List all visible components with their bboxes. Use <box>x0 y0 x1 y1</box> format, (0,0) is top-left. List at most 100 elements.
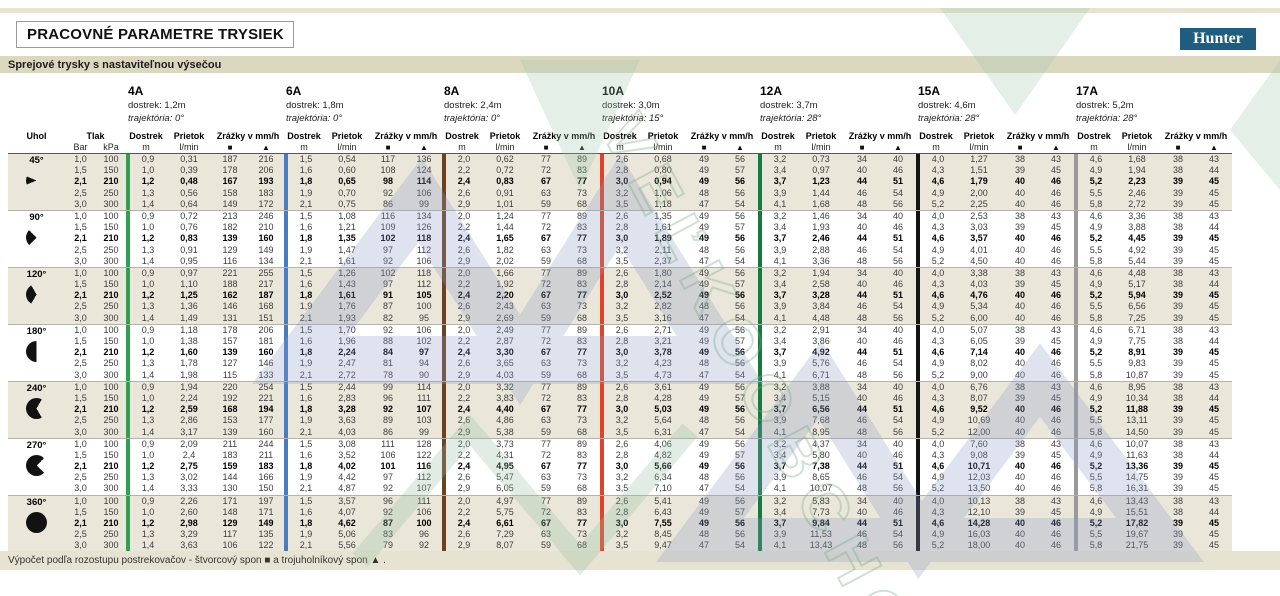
dostrek-value: 4,6 <box>916 518 956 530</box>
zrazky-triangle-value: 56 <box>892 540 903 551</box>
prietok-value: 4,01 <box>970 244 988 255</box>
prietok-value: 6,71 <box>812 369 830 380</box>
zrazky-square-value: 38 <box>1172 438 1183 449</box>
zrazky-triangle-value: 43 <box>1208 210 1219 221</box>
zrazky-square-value: 40 <box>856 506 867 517</box>
zrazky-header: Zrážky v mm/h <box>690 131 754 141</box>
prietok-value: 7,60 <box>970 438 988 449</box>
dostrek-value: 5,5 <box>1074 358 1114 370</box>
zrazky-square-value: 40 <box>1014 404 1025 415</box>
zrazky-triangle-value: 56 <box>734 358 745 369</box>
zrazky-square-value: 187 <box>222 154 238 164</box>
prietok-value: 0,39 <box>180 165 198 176</box>
prietok-value: 3,84 <box>812 301 830 312</box>
zrazky-square-value: 39 <box>1172 404 1183 415</box>
zrazky-square-value: 63 <box>540 358 551 369</box>
tlak-kpa-value: 100 <box>103 438 119 449</box>
zrazky-square-value: 49 <box>698 222 709 233</box>
zrazky-triangle-value: 246 <box>258 210 274 221</box>
zrazky-header: Zrážky v mm/h <box>1164 131 1228 141</box>
zrazky-square-value: 49 <box>698 324 709 335</box>
zrazky-square-value: 46 <box>856 358 867 369</box>
zrazky-triangle-value: 57 <box>734 449 745 460</box>
dostrek-value: 3,5 <box>600 369 640 381</box>
prietok-value: 9,00 <box>970 369 988 380</box>
prietok-value: 0,94 <box>654 176 672 187</box>
zrazky-triangle-value: 187 <box>258 290 274 301</box>
prietok-value: 6,31 <box>654 426 672 437</box>
zrazky-triangle-value: 45 <box>1208 187 1219 198</box>
zrazky-triangle-value: 56 <box>734 529 745 540</box>
dostrek-value: 3,7 <box>758 347 798 359</box>
dostrek-value: 5,2 <box>916 312 956 324</box>
zrazky-triangle-value: 43 <box>1208 324 1219 335</box>
zrazky-square-value: 59 <box>540 540 551 551</box>
zrazky-triangle-value: 83 <box>576 165 587 176</box>
zrazky-triangle-value: 149 <box>258 518 274 528</box>
data-row: 2,1 210 1,2 1,60 139 160 1,8 2,24 84 97 2,4 3,30 67 7… <box>65 347 1232 359</box>
m-unit-label: m <box>774 142 782 152</box>
zrazky-square-value: 40 <box>1014 358 1025 369</box>
prietok-value: 13,43 <box>809 540 833 551</box>
nozzle-dostrek: dostrek: 3,0m <box>602 100 660 111</box>
zrazky-square-value: 49 <box>698 165 709 176</box>
zrazky-square-value: 48 <box>698 529 709 540</box>
angle-sector-icon <box>26 454 47 476</box>
dostrek-value: 4,9 <box>916 472 956 484</box>
prietok-value: 1,24 <box>496 210 514 221</box>
dostrek-value: 2,6 <box>442 529 482 541</box>
zrazky-triangle-value: 40 <box>892 324 903 335</box>
zrazky-square-value: 102 <box>380 233 396 244</box>
tlak-bar-value: 3,0 <box>74 255 87 266</box>
triangle-spacing-icon: ▲ <box>894 142 902 152</box>
zrazky-triangle-value: 44 <box>1208 165 1219 176</box>
zrazky-triangle-value: 40 <box>892 438 903 449</box>
dostrek-value: 3,2 <box>600 187 640 199</box>
data-row: 3,0 300 1,4 1,98 115 133 2,1 2,72 78 90 2,9 4,03 59 6… <box>65 369 1232 381</box>
dostrek-value: 3,5 <box>600 198 640 210</box>
prietok-value: 4,86 <box>496 415 514 426</box>
prietok-value: 1,66 <box>496 267 514 278</box>
zrazky-triangle-value: 95 <box>418 312 429 323</box>
tlak-bar-value: 1,5 <box>74 165 87 176</box>
angle-group-90°: 90° 1,0 100 0,9 0,72 213 246 1,5 1,08 116 134 2,0 1,… <box>8 209 1232 267</box>
dostrek-value: 2,6 <box>600 381 640 393</box>
zrazky-square-value: 77 <box>540 210 551 221</box>
zrazky-square-value: 67 <box>540 290 551 301</box>
zrazky-square-value: 77 <box>540 495 551 506</box>
zrazky-square-value: 99 <box>382 381 393 392</box>
prietok-value: 8,07 <box>496 540 514 551</box>
data-row: 1,0 100 0,9 0,72 213 246 1,5 1,08 116 134 2,0 1,24 7… <box>65 210 1232 223</box>
prietok-value: 0,70 <box>338 187 356 198</box>
nozzle-trajektoria: trajektória: 15° <box>602 113 664 124</box>
zrazky-square-value: 40 <box>1014 255 1025 266</box>
prietok-header: Prietok <box>963 131 995 141</box>
zrazky-square-value: 44 <box>856 404 867 415</box>
prietok-value: 6,05 <box>970 336 988 346</box>
dostrek-value: 1,6 <box>284 449 324 462</box>
prietok-value: 7,29 <box>496 529 514 540</box>
zrazky-triangle-value: 43 <box>1050 438 1061 449</box>
dostrek-value: 1,6 <box>284 279 324 291</box>
dostrek-value: 3,2 <box>600 415 640 427</box>
dostrek-value: 3,0 <box>600 233 640 245</box>
prietok-value: 3,17 <box>180 426 198 437</box>
zrazky-square-value: 46 <box>856 472 867 483</box>
zrazky-square-value: 67 <box>540 461 551 472</box>
zrazky-triangle-value: 105 <box>416 290 432 301</box>
zrazky-square-value: 82 <box>382 312 393 323</box>
nozzle-trajektoria: trajektória: 28° <box>760 113 822 124</box>
zrazky-square-value: 157 <box>222 336 238 346</box>
dostrek-value: 2,8 <box>600 279 640 291</box>
dostrek-value: 2,4 <box>442 404 482 416</box>
prietok-value: 7,25 <box>1128 312 1146 323</box>
zrazky-square-value: 84 <box>382 347 393 358</box>
prietok-value: 3,33 <box>180 483 198 494</box>
zrazky-square-value: 178 <box>222 165 238 176</box>
zrazky-square-value: 40 <box>1014 529 1025 540</box>
dostrek-value: 4,0 <box>916 210 956 223</box>
zrazky-square-value: 182 <box>222 222 238 233</box>
zrazky-square-value: 38 <box>1014 495 1025 506</box>
zrazky-triangle-value: 44 <box>1208 449 1219 460</box>
zrazky-triangle-value: 100 <box>416 518 432 528</box>
